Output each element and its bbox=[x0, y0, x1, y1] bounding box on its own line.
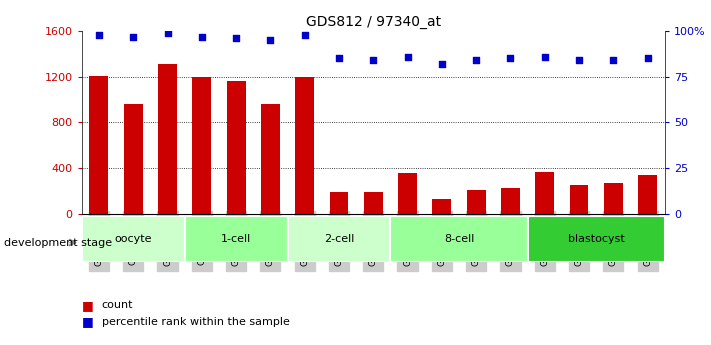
Bar bbox=[398, 173, 417, 214]
Bar bbox=[287, 216, 390, 262]
Bar bbox=[364, 191, 383, 214]
Point bbox=[402, 54, 413, 59]
Bar bbox=[295, 77, 314, 214]
Bar bbox=[185, 216, 287, 262]
Point bbox=[230, 36, 242, 41]
Text: blastocyst: blastocyst bbox=[568, 234, 624, 244]
Bar bbox=[193, 77, 211, 214]
Point bbox=[127, 34, 139, 39]
Point bbox=[539, 54, 550, 59]
Bar bbox=[330, 192, 348, 214]
Point bbox=[436, 61, 447, 67]
Bar bbox=[638, 175, 657, 214]
Text: 8-cell: 8-cell bbox=[444, 234, 474, 244]
Text: oocyte: oocyte bbox=[114, 234, 152, 244]
Bar bbox=[570, 185, 589, 214]
Bar bbox=[227, 81, 245, 214]
Text: ■: ■ bbox=[82, 315, 94, 328]
Text: count: count bbox=[102, 300, 133, 310]
Bar bbox=[466, 190, 486, 214]
Point bbox=[471, 58, 482, 63]
Bar bbox=[82, 216, 185, 262]
Text: 1-cell: 1-cell bbox=[221, 234, 251, 244]
Point bbox=[264, 37, 276, 43]
Title: GDS812 / 97340_at: GDS812 / 97340_at bbox=[306, 14, 441, 29]
Point bbox=[368, 58, 379, 63]
Point bbox=[505, 56, 516, 61]
Bar bbox=[390, 216, 528, 262]
Point bbox=[642, 56, 653, 61]
Point bbox=[196, 34, 208, 39]
Bar bbox=[501, 188, 520, 214]
Bar bbox=[604, 183, 623, 214]
Bar bbox=[535, 171, 554, 214]
Bar bbox=[432, 199, 451, 214]
Point bbox=[333, 56, 345, 61]
Point bbox=[299, 32, 311, 38]
Point bbox=[93, 32, 105, 38]
Text: development stage: development stage bbox=[4, 238, 112, 248]
Point bbox=[162, 30, 173, 36]
Bar bbox=[124, 104, 143, 214]
Bar bbox=[90, 76, 108, 214]
Text: percentile rank within the sample: percentile rank within the sample bbox=[102, 317, 289, 326]
Bar bbox=[158, 64, 177, 214]
Text: 2-cell: 2-cell bbox=[324, 234, 354, 244]
Bar bbox=[528, 216, 665, 262]
Point bbox=[608, 58, 619, 63]
Point bbox=[573, 58, 584, 63]
Text: ■: ■ bbox=[82, 299, 94, 312]
Bar bbox=[261, 104, 280, 214]
